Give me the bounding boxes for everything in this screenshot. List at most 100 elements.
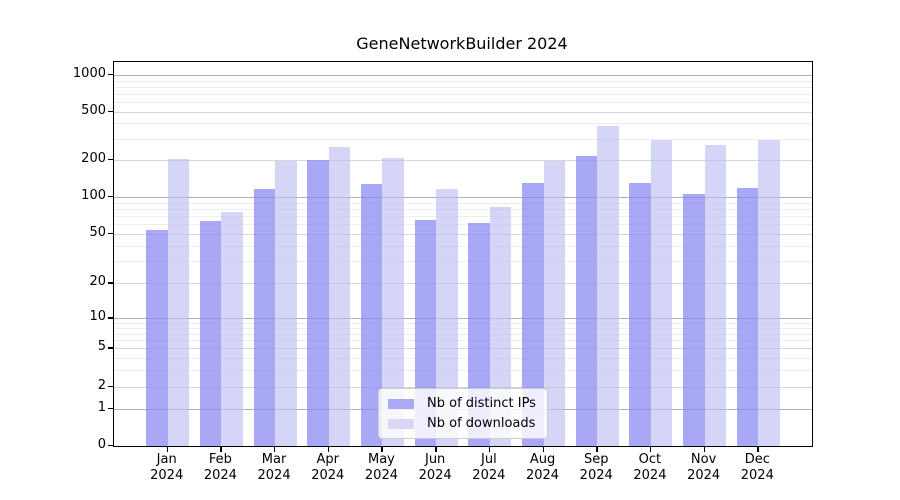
x-tick-label: Dec 2024: [740, 452, 774, 483]
bar-downloads-oct: [650, 140, 673, 446]
y-tick-mark: [107, 445, 113, 447]
y-tick-label: 2: [97, 377, 106, 393]
y-tick-label: 1000: [72, 66, 106, 81]
y-tick-label: 1: [97, 399, 106, 415]
plot-area: Nb of distinct IPs Nb of downloads: [113, 61, 813, 447]
y-tick-mark: [107, 347, 113, 349]
bar-downloads-mar: [275, 161, 297, 446]
bar-distinct-ips-nov: [683, 194, 705, 446]
gridline: [114, 197, 812, 198]
chart-title: GeneNetworkBuilder 2024: [356, 34, 568, 53]
x-tick-mark: [166, 446, 169, 452]
gridline: [114, 202, 812, 204]
x-tick-mark: [220, 446, 222, 452]
gridline: [114, 234, 812, 235]
x-tick-label: Jun 2024: [418, 452, 452, 483]
y-tick-mark: [107, 385, 113, 388]
gridline: [114, 357, 812, 359]
gridline: [114, 102, 812, 104]
gridline: [114, 160, 812, 161]
gridline: [114, 216, 812, 218]
legend-swatch-downloads: [388, 418, 414, 429]
legend-label-distinct-ips: Nb of distinct IPs: [427, 396, 536, 411]
gridline: [114, 348, 812, 350]
bar-downloads-feb: [221, 211, 243, 446]
gridline: [114, 123, 812, 125]
x-tick-mark: [596, 446, 598, 452]
gridline: [114, 86, 812, 88]
x-tick-mark: [757, 446, 759, 452]
y-tick-label: 500: [81, 102, 106, 118]
gridline: [114, 80, 812, 82]
bar-downloads-jul: [489, 206, 512, 446]
y-tick-mark: [107, 317, 113, 319]
gridline: [114, 327, 812, 329]
y-tick-mark: [107, 233, 113, 235]
y-tick-label: 5: [97, 339, 106, 355]
x-tick-label: Jul 2024: [472, 452, 506, 483]
bar-downloads-aug: [543, 161, 566, 446]
gridline: [114, 93, 812, 95]
x-tick-label: Aug 2024: [525, 452, 560, 483]
bar-downloads-apr: [328, 146, 351, 446]
gridline: [114, 333, 812, 335]
gridline: [114, 224, 812, 226]
bar-distinct-ips-jan: [146, 229, 168, 446]
x-tick-mark: [381, 446, 383, 452]
y-tick-label: 20: [89, 274, 106, 290]
gridline: [114, 246, 812, 247]
x-tick-mark: [274, 446, 276, 452]
x-tick-label: Oct 2024: [633, 452, 667, 483]
y-tick-label: 0: [97, 437, 106, 452]
gridline: [114, 75, 812, 76]
bar-downloads-may: [382, 157, 404, 446]
y-tick-mark: [107, 282, 113, 284]
gridline: [114, 386, 812, 388]
y-tick-mark: [107, 196, 113, 198]
x-tick-mark: [327, 446, 330, 452]
gridline: [114, 138, 812, 140]
y-tick-label: 50: [89, 225, 106, 240]
bars-layer: [114, 62, 812, 446]
bar-downloads-dec: [758, 140, 780, 446]
bar-distinct-ips-feb: [199, 220, 222, 446]
legend: Nb of distinct IPs Nb of downloads: [378, 388, 548, 439]
y-tick-mark: [107, 74, 113, 76]
x-tick-label: Apr 2024: [311, 452, 345, 483]
x-tick-mark: [703, 446, 705, 452]
bar-distinct-ips-sep: [575, 156, 598, 446]
y-tick-mark: [107, 407, 113, 410]
y-tick-label: 100: [81, 188, 106, 203]
y-tick-mark: [107, 110, 113, 113]
x-tick-mark: [542, 446, 544, 452]
bar-downloads-nov: [704, 145, 727, 446]
x-tick-label: Jan 2024: [150, 452, 184, 483]
x-tick-label: Feb 2024: [203, 452, 237, 483]
bar-distinct-ips-mar: [253, 188, 276, 446]
gridline: [114, 322, 812, 324]
bar-distinct-ips-oct: [629, 182, 651, 446]
x-tick-mark: [488, 446, 491, 452]
y-tick-label: 10: [89, 309, 106, 325]
x-tick-label: Nov 2024: [687, 452, 721, 483]
bar-downloads-jan: [167, 159, 190, 446]
gridline: [114, 283, 812, 285]
legend-item-distinct-ips: Nb of distinct IPs: [388, 396, 536, 411]
gridline: [114, 261, 812, 263]
bar-distinct-ips-aug: [522, 183, 544, 446]
y-tick-label: 200: [81, 151, 106, 166]
bar-distinct-ips-apr: [307, 160, 329, 446]
x-tick-label: May 2024: [364, 452, 398, 483]
bar-distinct-ips-may: [360, 183, 383, 446]
bar-downloads-sep: [597, 126, 619, 446]
bar-distinct-ips-dec: [736, 188, 759, 446]
gridline: [114, 208, 812, 210]
y-tick-mark: [107, 159, 113, 161]
legend-swatch-distinct-ips: [388, 398, 414, 409]
x-tick-label: Sep 2024: [579, 452, 613, 483]
legend-label-downloads: Nb of downloads: [427, 416, 536, 431]
gridline: [114, 340, 812, 342]
x-tick-label: Mar 2024: [257, 452, 291, 483]
gridline: [114, 369, 812, 371]
